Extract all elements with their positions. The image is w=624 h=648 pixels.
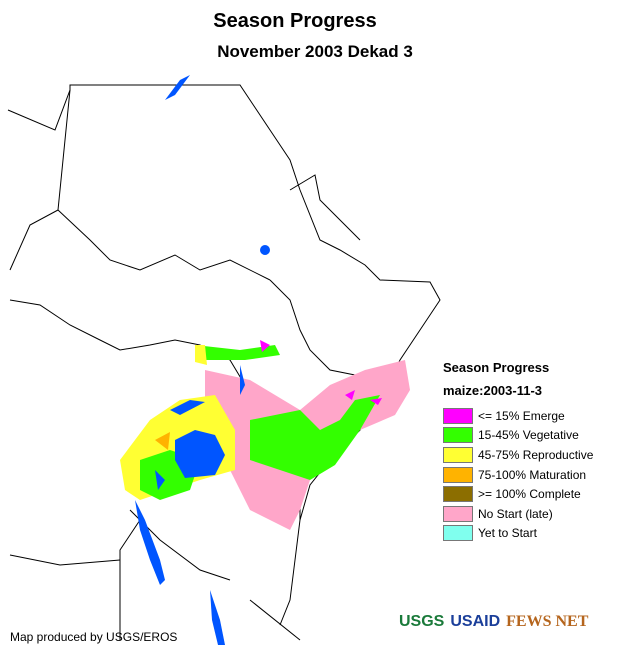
legend-label: 45-75% Reproductive — [478, 447, 594, 462]
legend-label: No Start (late) — [478, 506, 553, 521]
legend-swatch — [443, 466, 473, 483]
legend-label: <= 15% Emerge — [478, 408, 565, 423]
usgs-logo: USGS — [399, 613, 445, 630]
legend-swatch — [443, 486, 473, 503]
credit-text: Map produced by USGS/EROS — [10, 630, 178, 644]
logos: USGS USAID FEWS NET — [399, 613, 588, 631]
legend-item: <= 15% Emerge — [443, 406, 593, 426]
legend-item: No Start (late) — [443, 504, 593, 524]
legend-subtitle: maize:2003-11-3 — [443, 383, 543, 398]
legend-item: Yet to Start — [443, 524, 593, 544]
water-bodies — [135, 75, 270, 645]
legend-swatch — [443, 505, 473, 522]
lake-victoria — [175, 430, 225, 478]
legend-item: 45-75% Reproductive — [443, 445, 593, 465]
legend-label: 15-45% Vegetative — [478, 428, 579, 443]
lake-turkana — [240, 365, 245, 395]
lake-tanganyika — [135, 500, 165, 585]
legend-item: 15-45% Vegetative — [443, 426, 593, 446]
legend-item: >= 100% Complete — [443, 484, 593, 504]
lake-malawi — [210, 590, 225, 645]
legend-swatch — [443, 427, 473, 444]
season-progress-zones — [120, 340, 410, 530]
usaid-logo: USAID — [450, 613, 501, 630]
legend-swatch — [443, 407, 473, 424]
legend-label: >= 100% Complete — [478, 487, 581, 502]
legend-swatch — [443, 525, 473, 542]
legend-title: Season Progress — [443, 360, 550, 375]
legend-label: Yet to Start — [478, 526, 537, 541]
legend-label: 75-100% Maturation — [478, 467, 587, 482]
lake-nasser — [165, 75, 190, 100]
map-title: Season Progress — [213, 10, 377, 32]
map-subtitle: November 2003 Dekad 3 — [217, 42, 413, 61]
legend-item: 75-100% Maturation — [443, 465, 593, 485]
legend: Season Progress maize:2003-11-3 <= 15% E… — [443, 360, 593, 543]
lake-tana — [260, 245, 270, 255]
legend-swatch — [443, 446, 473, 463]
country-borders — [7, 84, 441, 641]
fewsnet-logo: FEWS NET — [506, 613, 589, 630]
